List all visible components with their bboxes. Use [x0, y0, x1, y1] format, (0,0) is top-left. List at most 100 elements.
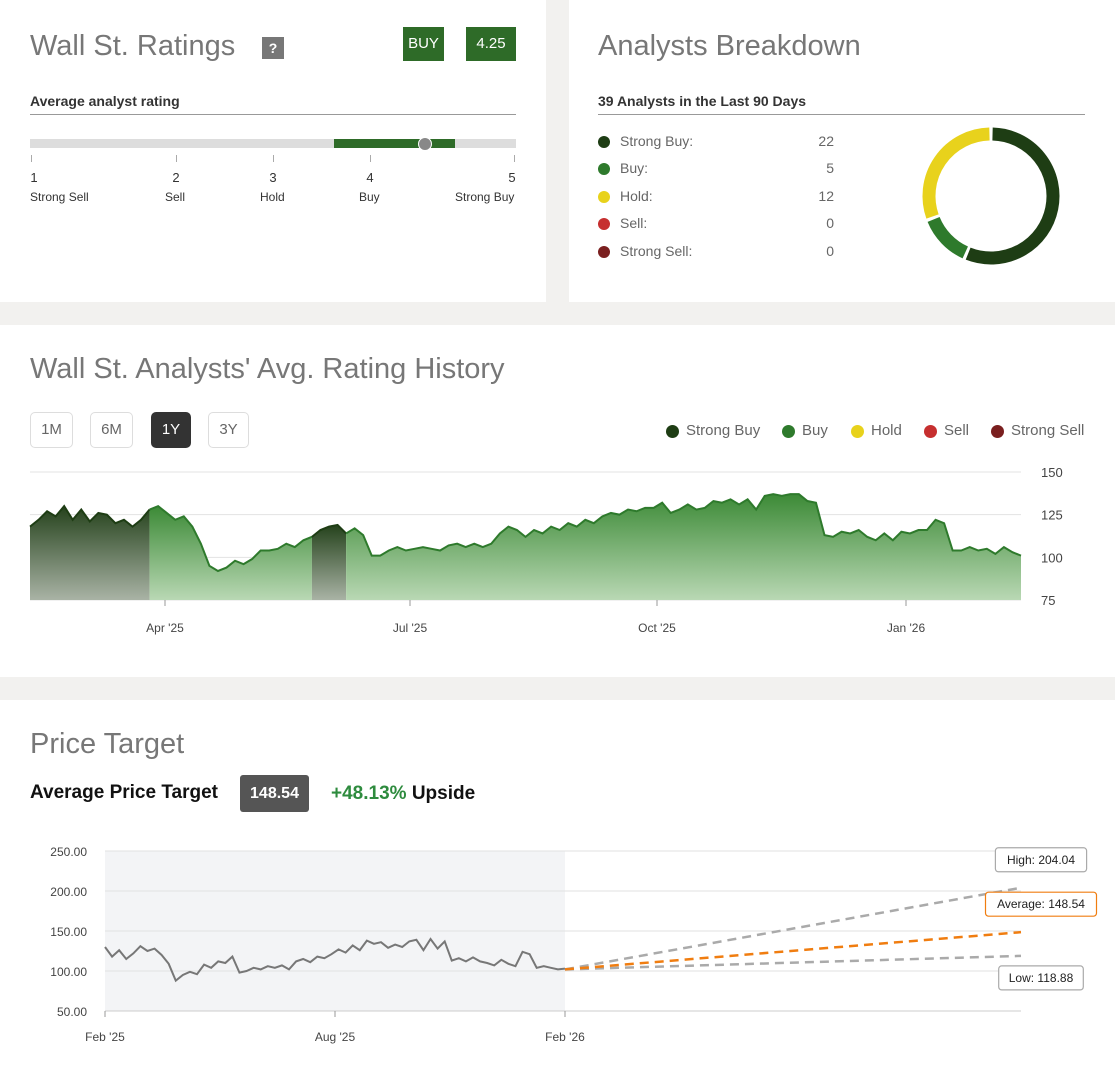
strong-buy-dot — [598, 136, 610, 149]
price-line — [104, 937, 566, 983]
ratings-card: Wall St. Ratings ? BUY 4.25 Average anal… — [0, 0, 546, 302]
legend-label: Buy — [802, 422, 828, 439]
strong-buy-dot — [666, 424, 679, 438]
breakdown-label: Hold: — [620, 188, 653, 204]
strong-buy-area — [311, 524, 347, 600]
scale-label-buy: Buy — [359, 190, 380, 204]
legend-buy[interactable]: Buy — [782, 422, 828, 439]
legend-strong-sell[interactable]: Strong Sell — [991, 422, 1084, 439]
sell-dot — [924, 424, 937, 438]
pt-x-tick: Aug '25 — [315, 1030, 356, 1044]
range-3y-button[interactable]: 3Y — [208, 412, 249, 448]
scale-num-2: 2 — [172, 170, 180, 185]
buy-dot — [598, 163, 610, 176]
history-y-tick: 150 — [1041, 465, 1063, 480]
high-target-callout: High: 204.04 — [994, 847, 1088, 873]
average-target-callout: Average: 148.54 — [984, 891, 1098, 917]
strong-buy-area — [30, 506, 150, 600]
hold-dot — [598, 191, 610, 204]
rating-scale-band — [333, 139, 456, 148]
sell-dot — [598, 218, 610, 231]
ratings-title: Wall St. Ratings — [30, 30, 236, 62]
legend-sell[interactable]: Sell — [924, 422, 969, 439]
breakdown-row-sell: Sell: 0 — [598, 215, 838, 235]
history-y-tick: 125 — [1041, 508, 1063, 523]
strong-sell-dot — [598, 246, 610, 259]
svg-text:High: 204.04: High: 204.04 — [1007, 853, 1075, 867]
ratings-subtitle: Average analyst rating — [30, 93, 180, 109]
history-title: Wall St. Analysts' Avg. Rating History — [30, 353, 505, 385]
history-x-tick: Jul '25 — [393, 621, 428, 635]
scale-num-3: 3 — [269, 170, 277, 185]
donut-slice-buy[interactable] — [927, 216, 969, 259]
pt-y-tick: 200.00 — [50, 885, 87, 899]
breakdown-count: 5 — [826, 160, 834, 176]
pt-y-tick: 50.00 — [57, 1005, 87, 1019]
scale-label-strong-sell: Strong Sell — [30, 190, 89, 204]
scale-tick-4 — [370, 155, 371, 162]
range-1m-button[interactable]: 1M — [30, 412, 73, 448]
legend-label: Strong Sell — [1011, 422, 1085, 439]
breakdown-subtitle: 39 Analysts in the Last 90 Days — [598, 93, 807, 109]
upside: +48.13% Upside — [331, 783, 475, 805]
scale-tick-2 — [176, 155, 177, 162]
scale-label-strong-buy: Strong Buy — [455, 190, 515, 204]
scale-label-sell: Sell — [165, 190, 186, 204]
help-icon[interactable]: ? — [262, 37, 284, 59]
donut-slice-strong-buy[interactable] — [965, 127, 1060, 265]
pt-x-tick: Feb '25 — [85, 1030, 125, 1044]
breakdown-row-hold: Hold: 12 — [598, 188, 838, 208]
breakdown-label: Buy: — [620, 160, 649, 176]
avg-price-target-value: 148.54 — [240, 775, 309, 812]
buy-area — [149, 506, 312, 600]
scale-tick-1 — [31, 155, 32, 162]
legend-hold[interactable]: Hold — [851, 422, 902, 439]
breakdown-count: 22 — [818, 133, 834, 149]
hold-dot — [851, 424, 864, 438]
range-6m-button[interactable]: 6M — [90, 412, 133, 448]
history-x-tick: Jan '26 — [887, 621, 926, 635]
high-target-line — [564, 886, 1022, 971]
rating-history-chart: 150 125 100 75 Apr '25 Jul '25 Oct '25 Jan '26 — [29, 465, 1063, 635]
scale-num-4: 4 — [366, 170, 374, 185]
rating-score-badge: 4.25 — [466, 27, 516, 61]
legend-label: Sell — [944, 422, 970, 439]
strong-sell-dot — [991, 424, 1004, 438]
rating-line — [345, 493, 1022, 557]
avg-price-target-label: Average Price Target — [30, 782, 218, 803]
analysts-donut-chart — [922, 127, 1060, 265]
breakdown-row-strong-sell: Strong Sell: 0 — [598, 243, 838, 263]
scale-num-1: 1 — [30, 170, 38, 185]
scale-num-5: 5 — [508, 170, 516, 185]
svg-text:Low: 118.88: Low: 118.88 — [1009, 971, 1074, 985]
rating-badge: BUY — [403, 27, 444, 61]
buy-dot — [782, 424, 795, 438]
history-x-tick: Apr '25 — [146, 621, 184, 635]
breakdown-label: Strong Buy: — [620, 133, 694, 149]
price-target-title: Price Target — [30, 728, 185, 760]
breakdown-count: 0 — [826, 215, 834, 231]
breakdown-label: Sell: — [620, 215, 648, 231]
breakdown-row-strong-buy: Strong Buy: 22 — [598, 133, 838, 153]
range-1y-button[interactable]: 1Y — [151, 412, 191, 448]
pt-y-tick: 150.00 — [50, 925, 87, 939]
svg-text:Average: 148.54: Average: 148.54 — [997, 897, 1085, 911]
price-target-chart: 250.00 200.00 150.00 100.00 50.00 High: 204.0… — [50, 845, 1098, 1044]
donut-slice-hold[interactable] — [922, 127, 990, 219]
breakdown-count: 0 — [826, 243, 834, 259]
history-x-tick: Oct '25 — [638, 621, 676, 635]
rating-line — [29, 504, 151, 528]
history-y-tick: 75 — [1041, 593, 1055, 608]
low-target-callout: Low: 118.88 — [998, 965, 1084, 991]
breakdown-label: Strong Sell: — [620, 243, 693, 259]
pt-x-tick: Feb '26 — [545, 1030, 585, 1044]
low-target-line — [564, 954, 1022, 971]
rating-marker — [417, 137, 432, 151]
legend-label: Strong Buy — [686, 422, 761, 439]
buy-area — [346, 494, 1021, 600]
breakdown-divider — [598, 114, 1085, 115]
rating-line — [311, 523, 347, 538]
legend-strong-buy[interactable]: Strong Buy — [666, 422, 760, 439]
pt-y-tick: 250.00 — [50, 845, 87, 859]
upside-word: Upside — [411, 783, 476, 804]
